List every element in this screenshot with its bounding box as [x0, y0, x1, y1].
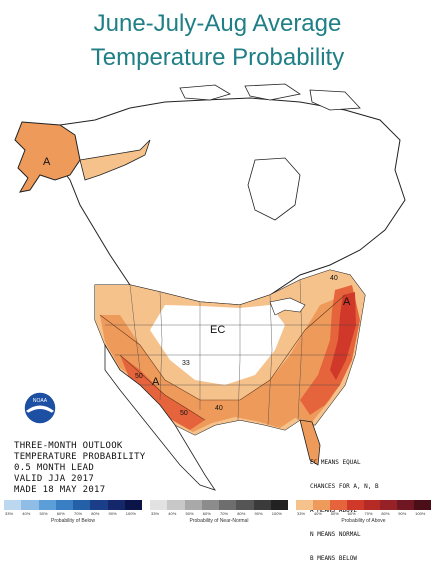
scale-swatch [150, 500, 168, 510]
state-lines [105, 279, 360, 426]
canada-landmass [54, 97, 406, 306]
scale-tick: 40% [22, 511, 31, 516]
legend-note-line: N MEANS NORMAL [310, 531, 361, 538]
scale-tick: 70% [74, 511, 83, 516]
scale-tick: 70% [220, 511, 229, 516]
svg-text:NOAA: NOAA [33, 398, 48, 404]
caption-line: VALID JJA 2017 [14, 474, 95, 484]
mexico [104, 343, 216, 491]
scale-tick: 50% [185, 511, 194, 516]
caption-line: THREE-MONTH OUTLOOK [14, 441, 123, 451]
scale-tick: 60% [56, 511, 65, 516]
contours [99, 294, 346, 421]
scale-swatch [201, 500, 219, 510]
scale-swatch [184, 500, 202, 510]
scale-tick: 33% [297, 511, 306, 516]
contour-label-40: 40 [215, 405, 223, 412]
caption-block: THREE-MONTH OUTLOOK TEMPERATURE PROBABIL… [14, 441, 146, 496]
scale-swatch [329, 500, 347, 510]
scale-swatch [38, 500, 56, 510]
scale-swatch [270, 500, 288, 510]
scale-label-below: Probability of Below [51, 518, 95, 524]
scale-tick: 33% [151, 511, 160, 516]
caption-line: MADE 18 MAY 2017 [14, 485, 106, 495]
scale-swatch [90, 500, 108, 510]
contour-label-50-south: 50 [180, 410, 188, 417]
arctic-island-1 [179, 84, 231, 101]
arctic-island-3 [309, 89, 361, 111]
scale-tick: 60% [347, 511, 356, 516]
florida [299, 419, 321, 466]
scale-swatch [253, 500, 271, 510]
scale-swatch [21, 500, 39, 510]
label-east-a: A [343, 296, 351, 308]
scale-swatch [380, 500, 398, 510]
title-line-2: Temperature Probability [90, 44, 345, 71]
title-line-1: June-July-Aug Average [93, 10, 342, 37]
legend-note-line: CHANCES FOR A, N, B [310, 483, 379, 490]
scale-swatch [219, 500, 237, 510]
scale-above: 33% 40% 50% 60% 70% 80% 90% 100% [296, 500, 431, 516]
above-60-east [330, 292, 356, 380]
alaska-panhandle [79, 139, 151, 181]
scale-tick: 100% [125, 511, 136, 516]
scale-tick: 70% [364, 511, 373, 516]
outlook-map: A A A EC 33 50 40 50 40 NOAA [14, 83, 406, 491]
scale-tick: 40% [168, 511, 177, 516]
scale-swatch [397, 500, 415, 510]
scale-swatch [55, 500, 73, 510]
legend-note-line: EC MEANS EQUAL [310, 459, 361, 466]
hudson-bay [247, 157, 301, 221]
scale-swatch [4, 500, 22, 510]
scale-swatch [167, 500, 185, 510]
caption-line: TEMPERATURE PROBABILITY [14, 452, 146, 462]
contour-label-33: 33 [182, 360, 190, 367]
great-lakes [269, 297, 306, 316]
scale-tick: 60% [202, 511, 211, 516]
scale-tick: 90% [398, 511, 407, 516]
contour-label-40-east: 40 [330, 275, 338, 282]
scale-swatch [414, 500, 431, 510]
scale-tick: 40% [313, 511, 322, 516]
alaska [14, 121, 81, 193]
scale-tick: 100% [271, 511, 282, 516]
scale-tick: 80% [381, 511, 390, 516]
scale-label-near-normal: Probability of Near-Normal [189, 518, 249, 524]
scale-label-above: Probability of Above [341, 518, 386, 524]
scale-swatch [312, 500, 330, 510]
noaa-logo: NOAA [23, 391, 57, 425]
scale-swatch [107, 500, 125, 510]
scale-tick: 33% [5, 511, 14, 516]
scale-swatch [73, 500, 91, 510]
scale-tick: 80% [237, 511, 246, 516]
contour-label-50-west: 50 [135, 373, 143, 380]
legend-note-line: A MEANS ABOVE [310, 507, 357, 514]
scale-swatch [236, 500, 254, 510]
arctic-island-2 [244, 83, 302, 101]
scale-tick: 50% [39, 511, 48, 516]
scale-below: 33% 40% 50% 60% 70% 80% 90% 100% [4, 500, 142, 516]
scale-swatch [296, 500, 313, 510]
label-alaska-a: A [43, 156, 51, 168]
scale-tick: 90% [108, 511, 117, 516]
scale-swatch [124, 500, 142, 510]
label-southwest-a: A [152, 376, 160, 388]
scale-near-normal: 33% 40% 50% 60% 70% 80% 90% 100% [150, 500, 288, 516]
scale-tick: 50% [330, 511, 339, 516]
caption-line: 0.5 MONTH LEAD [14, 463, 95, 473]
scale-tick: 100% [415, 511, 426, 516]
label-ec: EC [210, 324, 225, 336]
scale-swatch [363, 500, 381, 510]
legend-note-line: B MEANS BELOW [310, 555, 357, 562]
scale-tick: 90% [254, 511, 263, 516]
scale-swatch [346, 500, 364, 510]
scale-tick: 80% [91, 511, 100, 516]
